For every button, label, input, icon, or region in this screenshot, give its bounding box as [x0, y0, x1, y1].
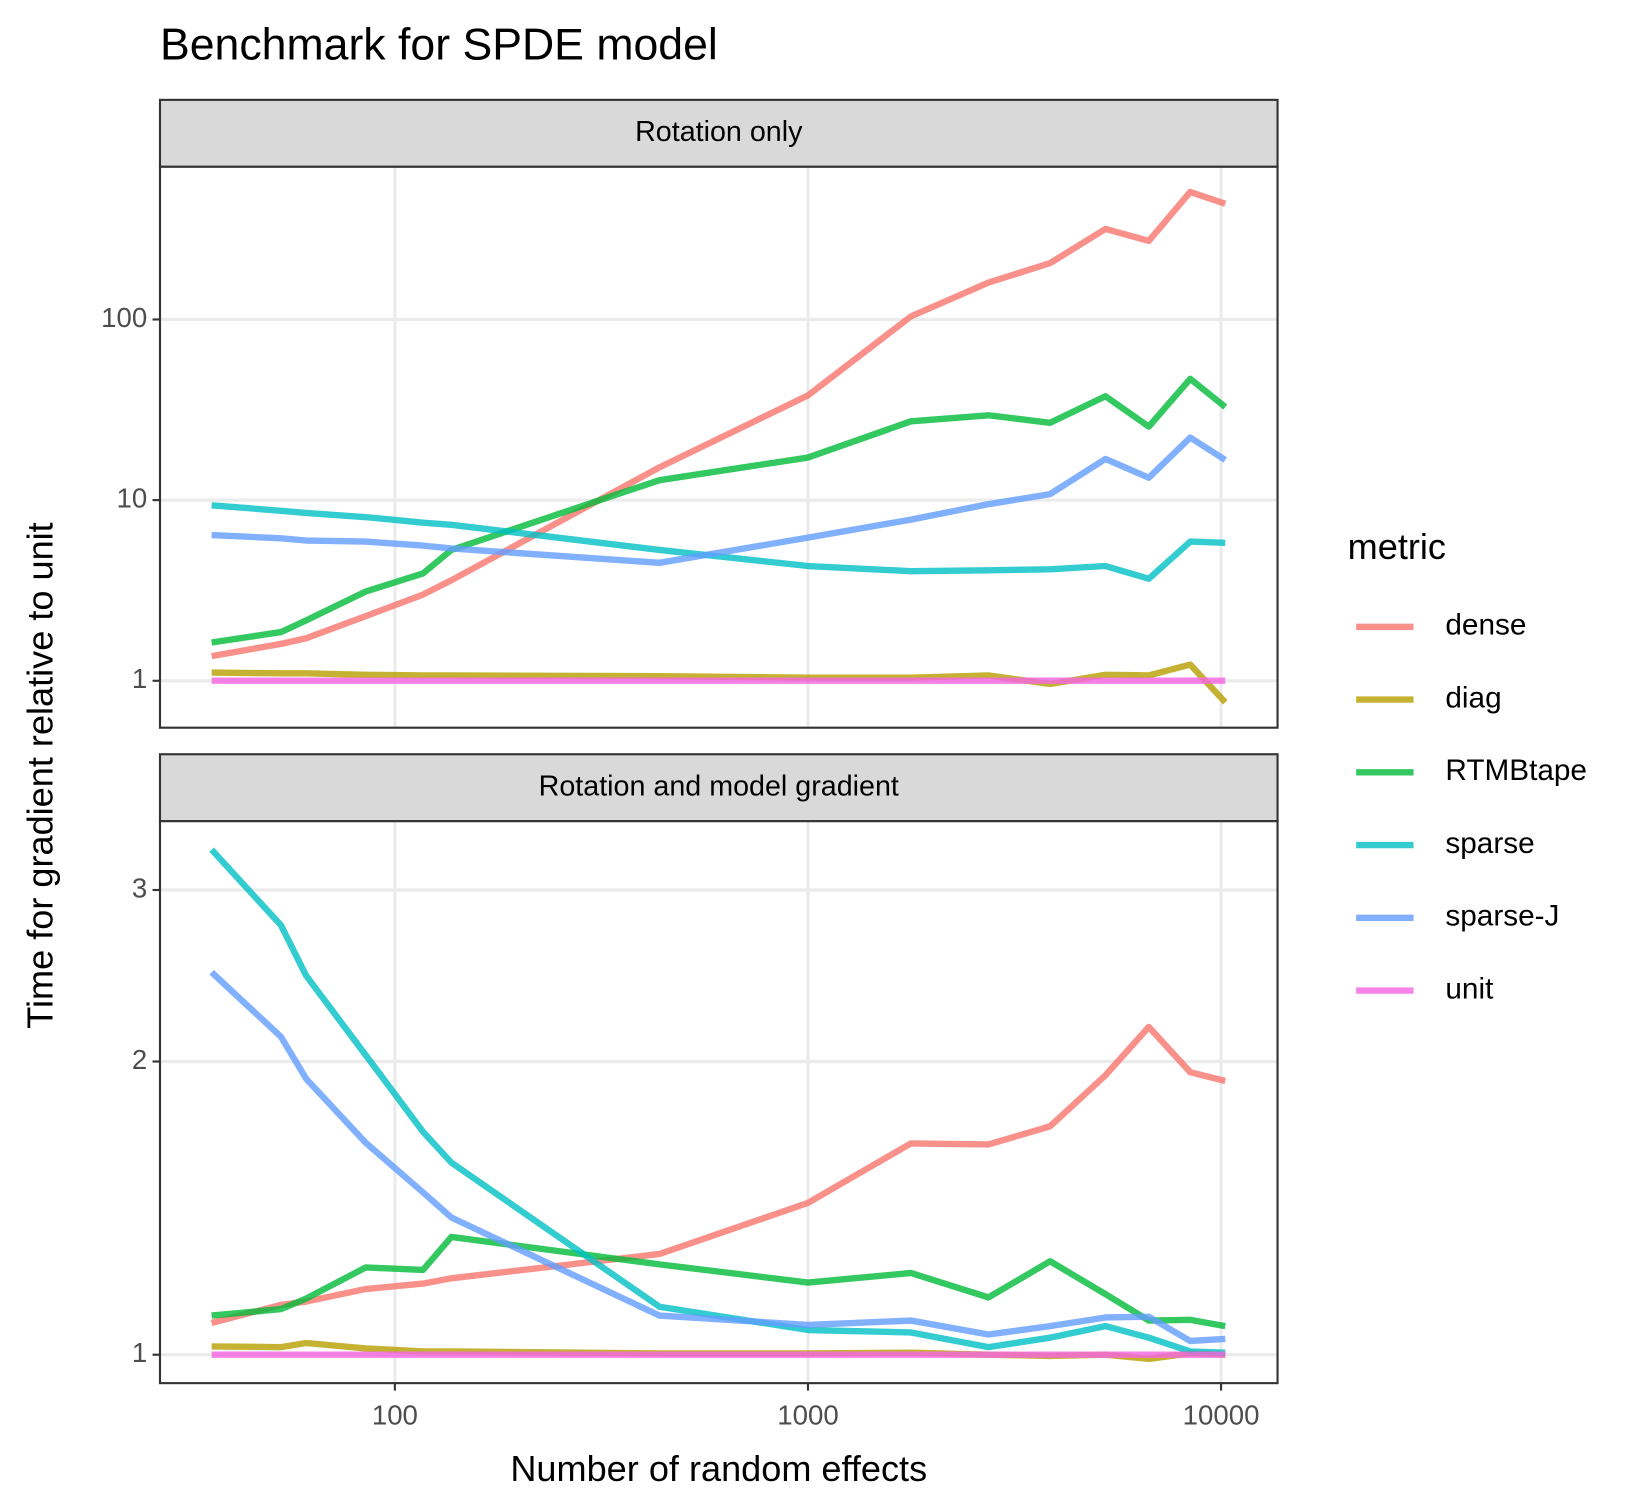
x-tick-label: 1000 [777, 1399, 838, 1430]
chart-title: Benchmark for SPDE model [160, 21, 718, 70]
series-line [211, 375, 1228, 646]
series-line [211, 188, 1227, 660]
legend-label: unit [1445, 972, 1494, 1005]
legend-label: sparse-J [1445, 900, 1559, 933]
series-line [211, 502, 1226, 582]
y-tick-label: 1 [132, 1337, 147, 1368]
y-tick-label: 100 [101, 302, 147, 333]
panel [159, 166, 1278, 728]
panel-border [158, 820, 1279, 1385]
y-tick-label: 10 [117, 482, 148, 513]
series-line [210, 1023, 1227, 1326]
series-line [211, 434, 1227, 567]
y-axis-label: Time for gradient relative to unit [20, 522, 61, 1028]
x-tick-label: 10000 [1183, 1399, 1260, 1430]
panel [159, 821, 1278, 1384]
legend-label: sparse [1445, 827, 1534, 860]
legend-label: diag [1445, 681, 1501, 714]
series-line [209, 847, 1226, 1356]
y-tick-label: 3 [132, 872, 147, 903]
y-tick-label: 2 [132, 1044, 147, 1075]
legend-title: metric [1348, 526, 1446, 567]
y-tick-label: 1 [132, 663, 147, 694]
x-tick-label: 100 [372, 1399, 418, 1430]
series-line [209, 969, 1226, 1345]
panel-title: Rotation and model gradient [539, 770, 899, 802]
legend-label: RTMBtape [1445, 754, 1587, 787]
panel-title: Rotation only [635, 116, 803, 148]
strip [158, 753, 1279, 823]
series-line [211, 1233, 1226, 1330]
panel-border [158, 165, 1279, 729]
x-axis-label: Number of random effects [510, 1448, 927, 1489]
legend-label: dense [1445, 609, 1526, 642]
strip [158, 98, 1279, 168]
